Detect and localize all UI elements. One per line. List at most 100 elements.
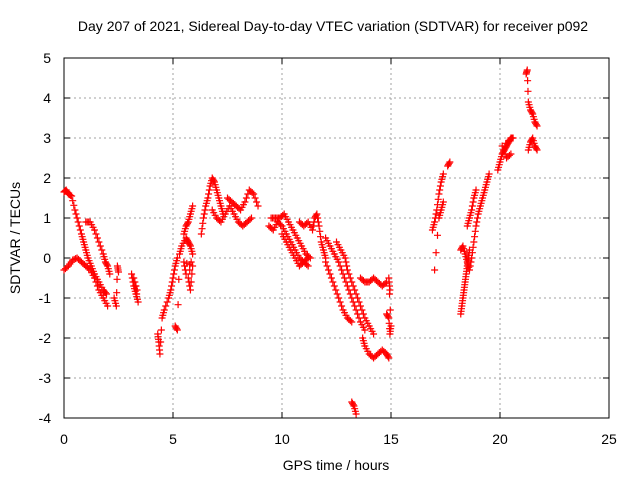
data-point [186,282,194,290]
data-point [134,298,142,306]
data-point [446,158,454,166]
data-point [528,135,536,143]
x-tick-label: 15 [383,431,399,447]
data-point [472,186,480,194]
data-point [113,275,121,283]
data-point [187,278,195,286]
data-point [157,326,165,334]
data-point [434,195,442,203]
data-point [163,298,171,306]
data-point [170,270,178,278]
y-tick-label: 1 [43,210,51,226]
data-point [314,214,322,222]
y-tick-label: -4 [39,410,52,426]
data-points [60,66,541,418]
data-point [93,234,101,242]
data-point [184,274,192,282]
data-point [180,258,188,266]
data-point [386,286,394,294]
data-point [170,266,178,274]
data-point [325,266,333,274]
data-point [352,290,360,298]
x-tick-label: 5 [169,431,177,447]
data-point [184,219,192,227]
data-point [67,191,75,199]
data-point [73,214,81,222]
data-point [330,282,338,290]
data-point [173,326,181,334]
chart-title: Day 207 of 2021, Sidereal Day-to-day VTE… [78,18,588,34]
data-point [200,210,208,218]
data-point [468,202,476,210]
data-point [435,190,443,198]
data-point [439,198,447,206]
data-point [342,258,350,266]
data-point [197,230,205,238]
y-tick-label: -3 [39,370,52,386]
data-point [498,142,506,150]
x-axis-label: GPS time / hours [283,457,390,473]
data-point [189,202,197,210]
data-point [349,282,357,290]
x-tick-label: 10 [274,431,290,447]
data-point [436,186,444,194]
data-point [91,226,99,234]
data-point [338,302,346,310]
data-point [247,214,255,222]
data-point [384,313,392,321]
data-point [309,226,317,234]
x-tick-label: 0 [60,431,68,447]
data-point [345,270,353,278]
data-point [348,278,356,286]
y-tick-label: 5 [43,50,51,66]
data-point [95,238,103,246]
data-point [76,226,84,234]
data-point [471,227,479,235]
data-point [181,262,189,270]
data-point [182,270,190,278]
x-tick-label: 20 [492,431,508,447]
data-point [189,250,197,258]
data-point [133,286,141,294]
data-point [106,270,114,278]
data-point [115,268,122,276]
data-point [162,302,170,310]
data-point [130,274,138,282]
data-point [467,258,475,266]
data-point [168,282,176,290]
data-point [131,278,139,286]
data-point [381,279,389,287]
data-point [304,262,312,270]
data-point [69,197,77,205]
data-point [355,298,363,306]
data-point [251,194,259,202]
data-point [315,222,323,230]
y-tick-label: 3 [43,130,51,146]
axis-ticks [63,57,610,419]
data-point [439,170,447,178]
data-point [386,306,394,314]
data-point [71,206,79,214]
data-point [173,325,181,333]
data-point [157,338,165,346]
data-point [317,233,325,241]
data-point [329,278,337,286]
data-point [174,301,182,309]
data-point [509,134,517,142]
data-point [104,302,112,310]
data-point [277,221,285,229]
data-point [523,66,531,74]
data-point [336,262,344,270]
data-point [524,77,532,85]
data-point [169,274,177,282]
data-point [322,258,330,266]
data-point [333,290,341,298]
data-point [326,270,334,278]
data-point [175,275,183,283]
data-point [384,353,392,361]
y-tick-label: 4 [43,90,51,106]
data-point [68,192,76,200]
data-point [204,194,212,202]
y-axis-label: SDTVAR / TECUs [7,182,23,294]
